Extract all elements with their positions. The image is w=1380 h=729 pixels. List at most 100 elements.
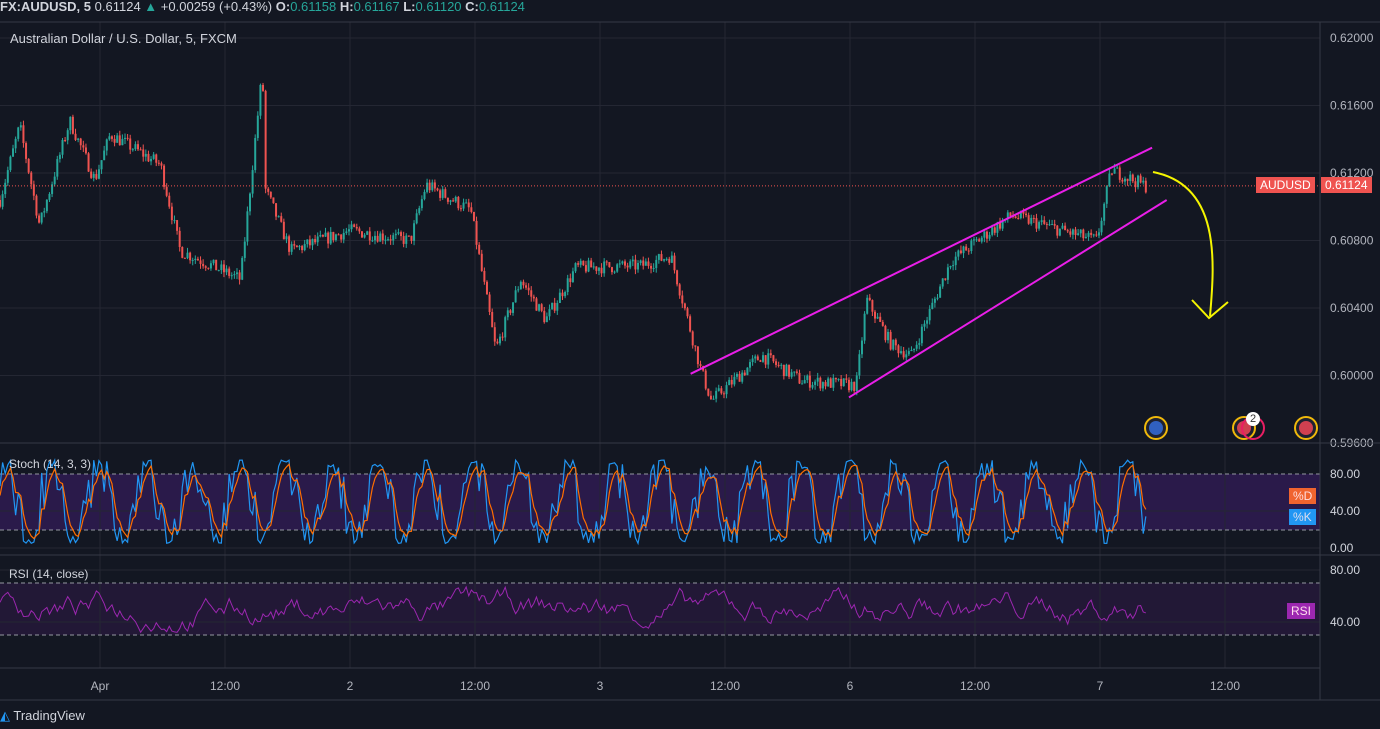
candle xyxy=(501,336,504,338)
candle xyxy=(191,260,194,262)
candle xyxy=(1074,229,1077,236)
price-tick: 0.61600 xyxy=(1330,99,1374,113)
candle xyxy=(113,138,116,143)
candle xyxy=(1097,232,1100,236)
candle xyxy=(426,182,429,192)
candle xyxy=(772,355,775,362)
candle xyxy=(491,312,494,328)
candle xyxy=(780,364,783,366)
channel-trendline xyxy=(690,146,1153,375)
candle xyxy=(743,372,746,376)
symbol-header: FX:AUDUSD, 5 0.61124 ▲ +0.00259 (+0.43%)… xyxy=(0,0,525,20)
candle xyxy=(1051,224,1054,226)
candle xyxy=(980,237,983,242)
candle xyxy=(483,270,486,282)
candle xyxy=(1129,174,1132,181)
candle xyxy=(25,143,28,159)
candle xyxy=(866,297,869,314)
candle xyxy=(840,378,843,387)
candle xyxy=(38,215,41,223)
candle xyxy=(196,258,199,261)
candle xyxy=(160,163,163,166)
candle xyxy=(811,384,814,388)
candle xyxy=(1116,167,1119,169)
candle xyxy=(834,377,837,380)
candle xyxy=(147,153,150,162)
candle xyxy=(295,245,298,248)
candle xyxy=(584,265,587,272)
candle xyxy=(332,231,335,241)
candle xyxy=(4,182,7,195)
candle xyxy=(27,158,30,173)
candle xyxy=(610,267,613,273)
candle xyxy=(207,267,210,269)
candle xyxy=(137,144,140,150)
candle xyxy=(105,139,108,151)
candle xyxy=(496,341,499,344)
candle xyxy=(405,235,408,244)
candle xyxy=(376,235,379,242)
price-tick: 0.62000 xyxy=(1330,31,1374,45)
time-tick: 2 xyxy=(347,679,354,693)
time-tick: 12:00 xyxy=(710,679,740,693)
candle xyxy=(254,137,257,171)
rsi-band xyxy=(0,583,1320,635)
candle xyxy=(1014,216,1017,219)
candle xyxy=(347,229,350,232)
candle xyxy=(301,246,304,251)
candle xyxy=(410,235,413,241)
candle xyxy=(45,199,48,212)
candle xyxy=(587,260,590,272)
candle xyxy=(402,236,405,244)
candle xyxy=(97,169,100,179)
candle xyxy=(355,226,358,229)
candle xyxy=(506,310,509,318)
candle xyxy=(394,233,397,236)
candle xyxy=(634,259,637,270)
candle xyxy=(1090,232,1093,235)
candle xyxy=(678,284,681,296)
candle xyxy=(965,246,968,251)
candle xyxy=(876,316,879,319)
candle xyxy=(0,200,1,207)
candle xyxy=(285,236,288,240)
candle xyxy=(663,259,666,261)
candle xyxy=(1121,179,1124,182)
stoch-k-tag: %K xyxy=(1289,509,1316,525)
close-value: 0.61124 xyxy=(478,0,525,14)
candle xyxy=(407,235,410,237)
price-tag-value: 0.61124 xyxy=(1321,177,1372,193)
candle xyxy=(946,267,949,280)
candle xyxy=(860,340,863,355)
candle xyxy=(368,231,371,241)
candle xyxy=(423,191,426,200)
candle xyxy=(225,268,228,273)
candle xyxy=(798,372,801,384)
candle xyxy=(566,278,569,293)
rsi-label: RSI (14, close) xyxy=(9,567,89,581)
candle xyxy=(918,343,921,345)
candle xyxy=(527,287,530,291)
candle xyxy=(626,265,629,268)
candle xyxy=(181,246,184,258)
candle xyxy=(858,354,861,376)
candle xyxy=(51,184,54,194)
candle xyxy=(892,339,895,350)
candle xyxy=(647,261,650,266)
candle xyxy=(819,377,822,389)
candle xyxy=(126,137,129,139)
candle xyxy=(329,231,332,244)
candle xyxy=(709,395,712,400)
candle xyxy=(92,174,95,178)
candle xyxy=(6,170,9,183)
candle xyxy=(652,268,655,270)
candle xyxy=(267,188,270,192)
tradingview-logo[interactable]: ◭ TradingView xyxy=(0,708,85,724)
candle xyxy=(959,250,962,254)
candle xyxy=(1001,220,1004,229)
candle xyxy=(1095,234,1098,236)
candle xyxy=(246,211,249,242)
candle xyxy=(902,351,905,358)
candle xyxy=(217,270,220,272)
